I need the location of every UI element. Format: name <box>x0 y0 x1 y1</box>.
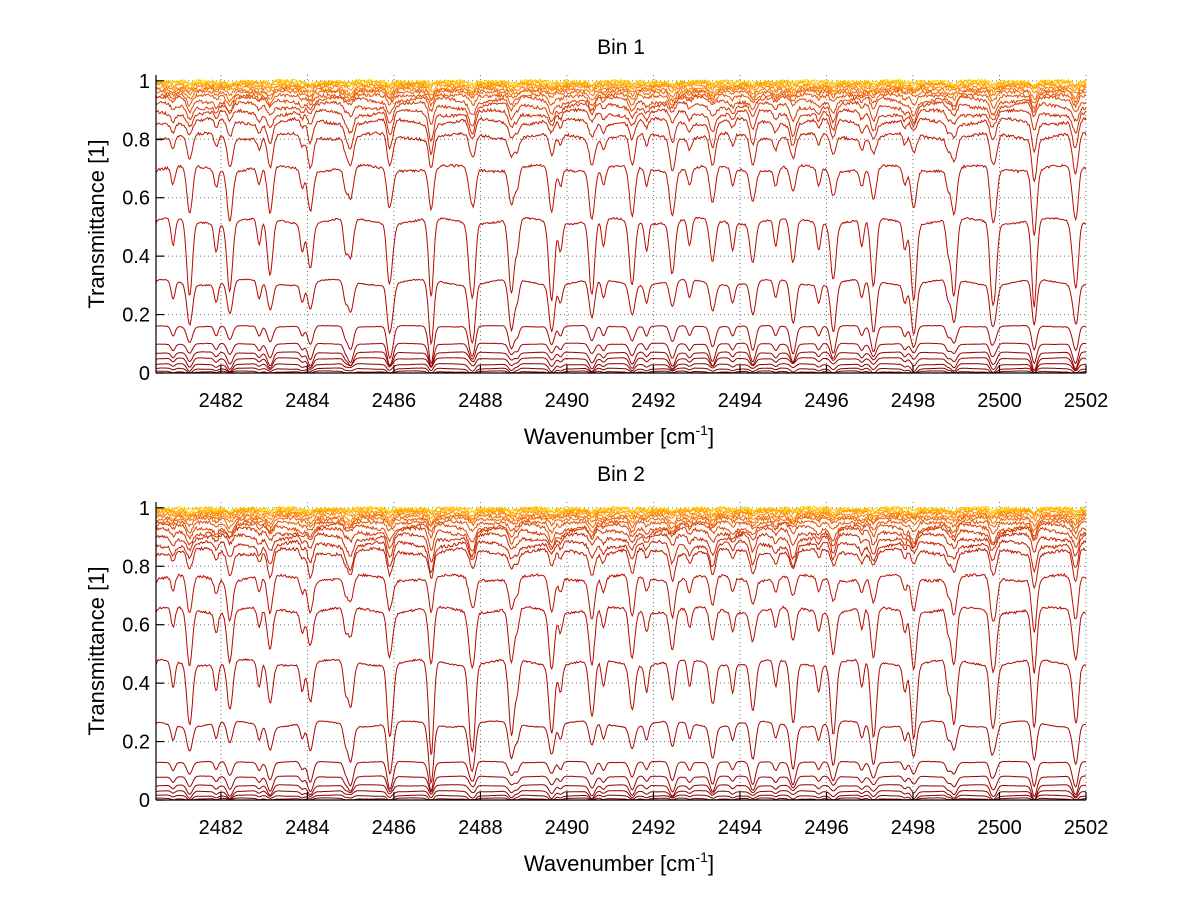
x-axis-label-superscript: -1 <box>696 422 709 438</box>
series-line <box>155 794 1087 801</box>
series-group <box>155 505 1087 801</box>
series-line <box>155 163 1087 236</box>
x-axis-label: Wavenumber [cm-1] <box>524 422 714 449</box>
x-tick-label: 2502 <box>1064 390 1109 412</box>
axes <box>155 502 1087 801</box>
series-line <box>155 508 1087 521</box>
x-tick-label: 2498 <box>891 390 936 412</box>
x-tick-label: 2496 <box>804 817 849 839</box>
y-tick-label: 0 <box>139 790 150 812</box>
x-tick-labels: 2482 2484 2486 2488 2490 2492 2494 2496 2498 2500… <box>199 817 1109 839</box>
x-tick-label: 2494 <box>718 817 763 839</box>
x-tick-label: 2492 <box>631 390 676 412</box>
series-line <box>155 519 1087 537</box>
x-tick-label: 2496 <box>804 390 849 412</box>
series-line <box>155 84 1087 97</box>
series-line <box>155 513 1087 528</box>
series-line <box>155 86 1087 101</box>
x-tick-label: 2492 <box>631 817 676 839</box>
series-line <box>155 88 1087 104</box>
series-line <box>155 790 1087 801</box>
x-axis-label-tail: ] <box>708 424 714 449</box>
x-tick-label: 2488 <box>458 390 503 412</box>
x-tick-label: 2486 <box>372 390 417 412</box>
x-tick-labels: 2482 2484 2486 2488 2490 2492 2494 2496 2498 2500… <box>199 390 1109 412</box>
plot-area <box>156 75 1086 373</box>
series-line <box>155 363 1087 374</box>
series-line <box>155 720 1087 785</box>
y-tick-label: 0.6 <box>122 615 150 637</box>
x-tick-label: 2490 <box>545 817 590 839</box>
x-axis-label-main: Wavenumber [cm <box>524 851 696 876</box>
y-axis-label: Transmittance [1] <box>84 139 109 308</box>
y-tick-label: 0.2 <box>122 732 150 754</box>
series-line <box>155 92 1087 111</box>
series-line <box>155 784 1086 801</box>
series-line <box>155 515 1087 533</box>
y-tick-label: 0.4 <box>122 673 150 695</box>
series-line <box>155 324 1087 365</box>
x-tick-label: 2498 <box>891 817 936 839</box>
x-tick-label: 2500 <box>977 390 1022 412</box>
chart-title: Bin 2 <box>597 463 645 486</box>
x-tick-label: 2500 <box>977 817 1022 839</box>
series-line <box>155 775 1086 798</box>
series-line <box>155 130 1087 183</box>
series-line <box>155 94 1087 117</box>
series-group <box>155 77 1087 374</box>
x-tick-label: 2486 <box>372 817 417 839</box>
series-line <box>155 351 1087 372</box>
series-line <box>155 107 1087 143</box>
series-line <box>155 531 1087 564</box>
y-tick-label: 0.8 <box>122 556 150 578</box>
series-line <box>155 572 1087 633</box>
y-tick-label: 1 <box>139 71 150 93</box>
series-line <box>155 521 1087 545</box>
y-axis-label: Transmittance [1] <box>84 566 109 735</box>
x-axis-label-tail: ] <box>708 851 714 876</box>
series-line <box>155 605 1087 675</box>
subplot-bin-2: Bin 2 0 0.2 0.4 0.6 0.8 1 2482 2484 2486 2488 249… <box>84 463 1108 876</box>
series-line <box>155 525 1087 552</box>
series-line <box>155 760 1087 792</box>
series-line <box>155 116 1087 156</box>
x-axis-label-main: Wavenumber [cm <box>524 424 696 449</box>
x-tick-label: 2494 <box>718 390 763 412</box>
series-line <box>155 278 1087 346</box>
x-tick-label: 2482 <box>199 817 244 839</box>
y-tick-label: 0 <box>139 363 150 385</box>
x-axis-label: Wavenumber [cm-1] <box>524 849 714 876</box>
y-tick-labels: 0 0.2 0.4 0.6 0.8 1 <box>122 71 150 385</box>
x-tick-label: 2502 <box>1064 817 1109 839</box>
series-line <box>155 342 1087 368</box>
series-line <box>155 100 1087 127</box>
y-tick-label: 0.8 <box>122 129 150 151</box>
x-tick-label: 2482 <box>199 390 244 412</box>
series-line <box>155 539 1087 574</box>
x-tick-label: 2488 <box>458 817 503 839</box>
y-tick-label: 1 <box>139 498 150 520</box>
subplot-bin-1: Bin 1 0 0.2 0.4 0.6 0.8 1 2482 2484 2486 2488 249… <box>84 36 1108 449</box>
y-tick-labels: 0 0.2 0.4 0.6 0.8 1 <box>122 498 150 812</box>
series-line <box>155 658 1087 756</box>
y-tick-label: 0.2 <box>122 305 150 327</box>
axes <box>155 75 1087 374</box>
series-line <box>155 367 1087 374</box>
series-line <box>155 357 1086 374</box>
x-axis-label-superscript: -1 <box>696 849 709 865</box>
series-line <box>155 507 1087 518</box>
y-tick-label: 0.4 <box>122 246 150 268</box>
x-tick-label: 2484 <box>285 390 330 412</box>
x-tick-label: 2484 <box>285 817 330 839</box>
y-tick-label: 0.6 <box>122 188 150 210</box>
chart-title: Bin 1 <box>597 36 645 59</box>
series-line <box>155 80 1087 91</box>
series-line <box>155 546 1087 590</box>
x-tick-label: 2490 <box>545 390 590 412</box>
series-line <box>155 216 1086 308</box>
series-line <box>155 505 1087 516</box>
